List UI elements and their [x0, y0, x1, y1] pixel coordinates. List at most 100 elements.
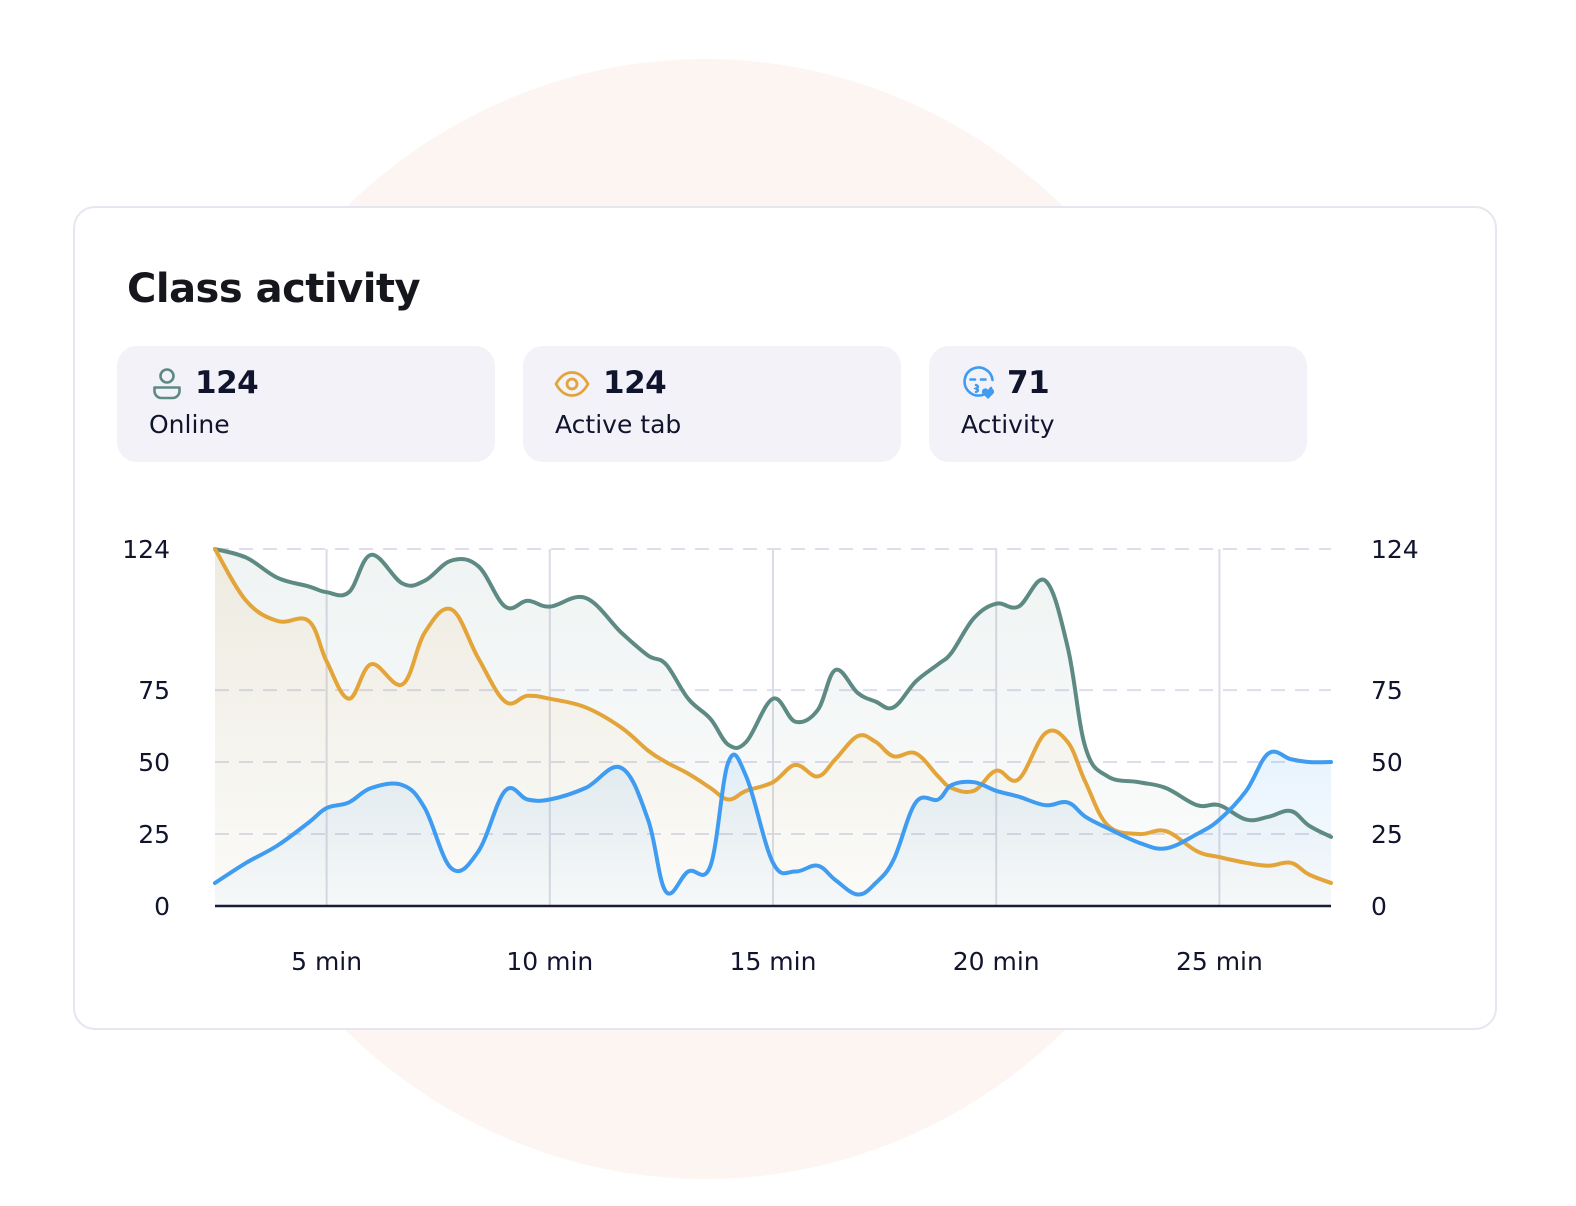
- data-point-active-tab: [744, 789, 748, 793]
- data-point-activity: [213, 881, 217, 885]
- data-point-online: [476, 564, 480, 568]
- data-point-active-tab: [664, 760, 668, 764]
- data-point-online: [994, 602, 998, 606]
- data-point-online: [646, 654, 650, 658]
- data-point-activity: [619, 766, 623, 770]
- data-point-online: [793, 720, 797, 724]
- data-point-active-tab: [646, 749, 650, 753]
- data-point-activity: [1083, 815, 1087, 819]
- data-point-online: [450, 559, 454, 563]
- y-tick-label-left: 50: [138, 748, 170, 777]
- data-point-activity: [816, 864, 820, 868]
- stat-label: Online: [149, 410, 230, 439]
- data-point-activity: [347, 800, 351, 804]
- data-point-active-tab: [1217, 855, 1221, 859]
- data-point-online: [423, 579, 427, 583]
- stat-label: Activity: [961, 410, 1055, 439]
- data-point-activity: [1307, 760, 1311, 764]
- data-point-activity: [892, 858, 896, 862]
- x-tick-label: 20 min: [953, 947, 1040, 976]
- data-point-active-tab: [476, 656, 480, 660]
- data-point-online: [744, 740, 748, 744]
- data-point-activity: [307, 821, 311, 825]
- data-point-active-tab: [1195, 849, 1199, 853]
- data-point-online: [914, 679, 918, 683]
- x-tick-label: 10 min: [506, 947, 593, 976]
- data-point-activity: [1106, 826, 1110, 830]
- data-point-active-tab: [994, 769, 998, 773]
- data-point-activity: [1164, 846, 1168, 850]
- data-point-active-tab: [856, 734, 860, 738]
- data-point-activity: [525, 797, 529, 801]
- data-point-activity: [744, 774, 748, 778]
- data-point-online: [307, 584, 311, 588]
- data-point-online: [856, 691, 860, 695]
- data-point-online: [709, 717, 713, 721]
- data-point-activity: [936, 797, 940, 801]
- x-tick-label: 15 min: [730, 947, 817, 976]
- data-point-active-tab: [1137, 832, 1141, 836]
- data-point-online: [1137, 780, 1141, 784]
- data-point-active-tab: [369, 662, 373, 666]
- data-point-online: [244, 556, 248, 560]
- data-point-active-tab: [325, 659, 329, 663]
- data-point-online: [1289, 809, 1293, 813]
- data-point-active-tab: [1083, 780, 1087, 784]
- data-point-active-tab: [347, 697, 351, 701]
- data-point-active-tab: [726, 797, 730, 801]
- series-line-active-tab: [213, 547, 1333, 885]
- series-area-activity: [215, 751, 1331, 906]
- data-point-activity: [950, 783, 954, 787]
- data-point-online: [503, 605, 507, 609]
- data-point-activity: [1017, 795, 1021, 799]
- data-point-online: [369, 553, 373, 557]
- data-point-online: [892, 705, 896, 709]
- data-point-active-tab: [1267, 864, 1271, 868]
- data-point-online: [1329, 835, 1333, 839]
- data-point-online: [726, 743, 730, 747]
- data-point-activity: [994, 789, 998, 793]
- data-point-online: [1066, 645, 1070, 649]
- y-tick-label-left: 0: [154, 892, 170, 921]
- data-point-online: [1106, 774, 1110, 778]
- data-point-activity: [1289, 757, 1293, 761]
- data-point-active-tab: [525, 694, 529, 698]
- y-tick-label-right: 75: [1371, 676, 1403, 705]
- data-point-activity: [548, 797, 552, 801]
- data-point-active-tab: [619, 726, 623, 730]
- y-tick-label-right: 124: [1371, 535, 1419, 564]
- data-point-active-tab: [1043, 731, 1047, 735]
- data-point-active-tab: [1329, 881, 1333, 885]
- x-tick-label: 5 min: [291, 947, 362, 976]
- data-point-online: [1043, 579, 1047, 583]
- data-point-activity: [423, 806, 427, 810]
- eye-icon: [554, 371, 590, 397]
- data-point-activity: [972, 780, 976, 784]
- data-point-activity: [856, 892, 860, 896]
- y-tick-label-right: 0: [1371, 892, 1387, 921]
- data-point-activity: [1217, 818, 1221, 822]
- data-point-online: [1217, 803, 1221, 807]
- stat-online: 124 Online: [117, 346, 495, 462]
- data-point-active-tab: [771, 780, 775, 784]
- data-point-online: [347, 590, 351, 594]
- data-point-online: [525, 599, 529, 603]
- data-point-online: [619, 630, 623, 634]
- data-point-activity: [686, 869, 690, 873]
- y-tick-label-left: 25: [138, 820, 170, 849]
- data-point-activity: [476, 849, 480, 853]
- x-tick-label: 25 min: [1176, 947, 1263, 976]
- stat-value: 124: [603, 365, 667, 401]
- y-tick-label-left: 75: [138, 676, 170, 705]
- data-point-active-tab: [1164, 829, 1168, 833]
- data-point-activity: [1043, 803, 1047, 807]
- data-point-active-tab: [503, 700, 507, 704]
- data-point-active-tab: [874, 740, 878, 744]
- data-point-online: [1244, 818, 1248, 822]
- data-point-activity: [1244, 789, 1248, 793]
- data-point-active-tab: [584, 705, 588, 709]
- data-point-active-tab: [244, 599, 248, 603]
- data-point-activity: [503, 789, 507, 793]
- data-point-activity: [874, 881, 878, 885]
